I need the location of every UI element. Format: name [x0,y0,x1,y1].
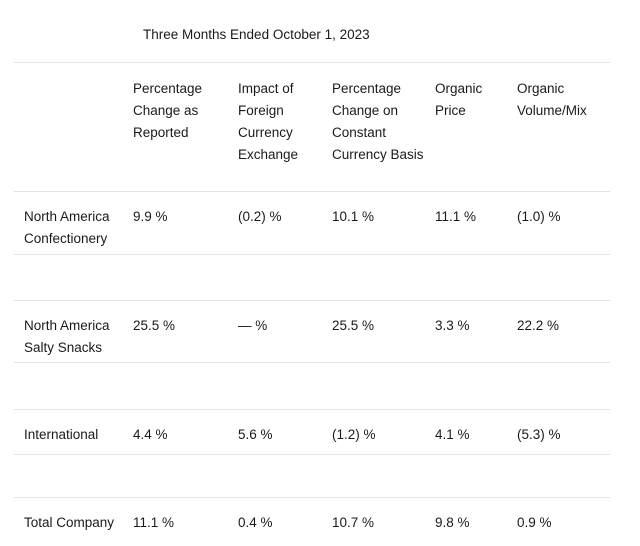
cell-value: 9.8 % [435,515,470,530]
cell-value: (5.3) % [517,427,561,442]
table-row-na-salty-snacks: North America Salty Snacks 25.5 % — % 25… [14,301,610,363]
row-label: International [24,427,99,442]
column-header-organic-price: Organic Price [435,81,483,118]
table-row-total-company: Total Company 11.1 % 0.4 % 10.7 % 9.8 % … [14,498,610,546]
row-label: North America Salty Snacks [24,318,110,355]
cell-value: 25.5 % [332,318,375,333]
table-row-na-confectionery: North America Confectionery 9.9 % (0.2) … [14,192,610,255]
table-row-international: International 4.4 % 5.6 % (1.2) % 4.1 % … [14,410,610,455]
cell-value: 4.1 % [435,427,470,442]
table-header-row: Percentage Change as Reported Impact of … [14,63,610,192]
cell-value: 10.7 % [332,515,375,530]
cell-value: 0.9 % [517,515,552,530]
spacer-row [14,455,610,498]
cell-value: 5.6 % [238,427,273,442]
spacer-row [14,255,610,301]
cell-value: 22.2 % [517,318,560,333]
cell-value: 0.4 % [238,515,273,530]
cell-value: 9.9 % [133,209,168,224]
cell-value: (1.0) % [517,209,561,224]
cell-value: 11.1 % [435,209,477,224]
cell-value: — % [238,318,268,333]
segment-results-table: Three Months Ended October 1, 2023 Perce… [14,0,610,546]
cell-value: (0.2) % [238,209,282,224]
column-header-blank [14,63,133,191]
cell-value: 10.1 % [332,209,375,224]
column-header-pct-change-reported: Percentage Change as Reported [133,81,203,140]
column-header-constant-currency: Percentage Change on Constant Currency B… [332,81,424,162]
row-label: Total Company [24,515,115,530]
cell-value: 25.5 % [133,318,176,333]
spacer-row [14,363,610,410]
cell-value: 3.3 % [435,318,470,333]
table-title-row: Three Months Ended October 1, 2023 [14,0,610,63]
row-label: North America Confectionery [24,209,110,246]
column-header-organic-volume-mix: Organic Volume/Mix [517,81,587,118]
cell-value: 4.4 % [133,427,168,442]
table-title: Three Months Ended October 1, 2023 [143,27,370,42]
column-header-fx-impact: Impact of Foreign Currency Exchange [238,81,299,162]
cell-value: 11.1 % [133,515,175,530]
cell-value: (1.2) % [332,427,376,442]
